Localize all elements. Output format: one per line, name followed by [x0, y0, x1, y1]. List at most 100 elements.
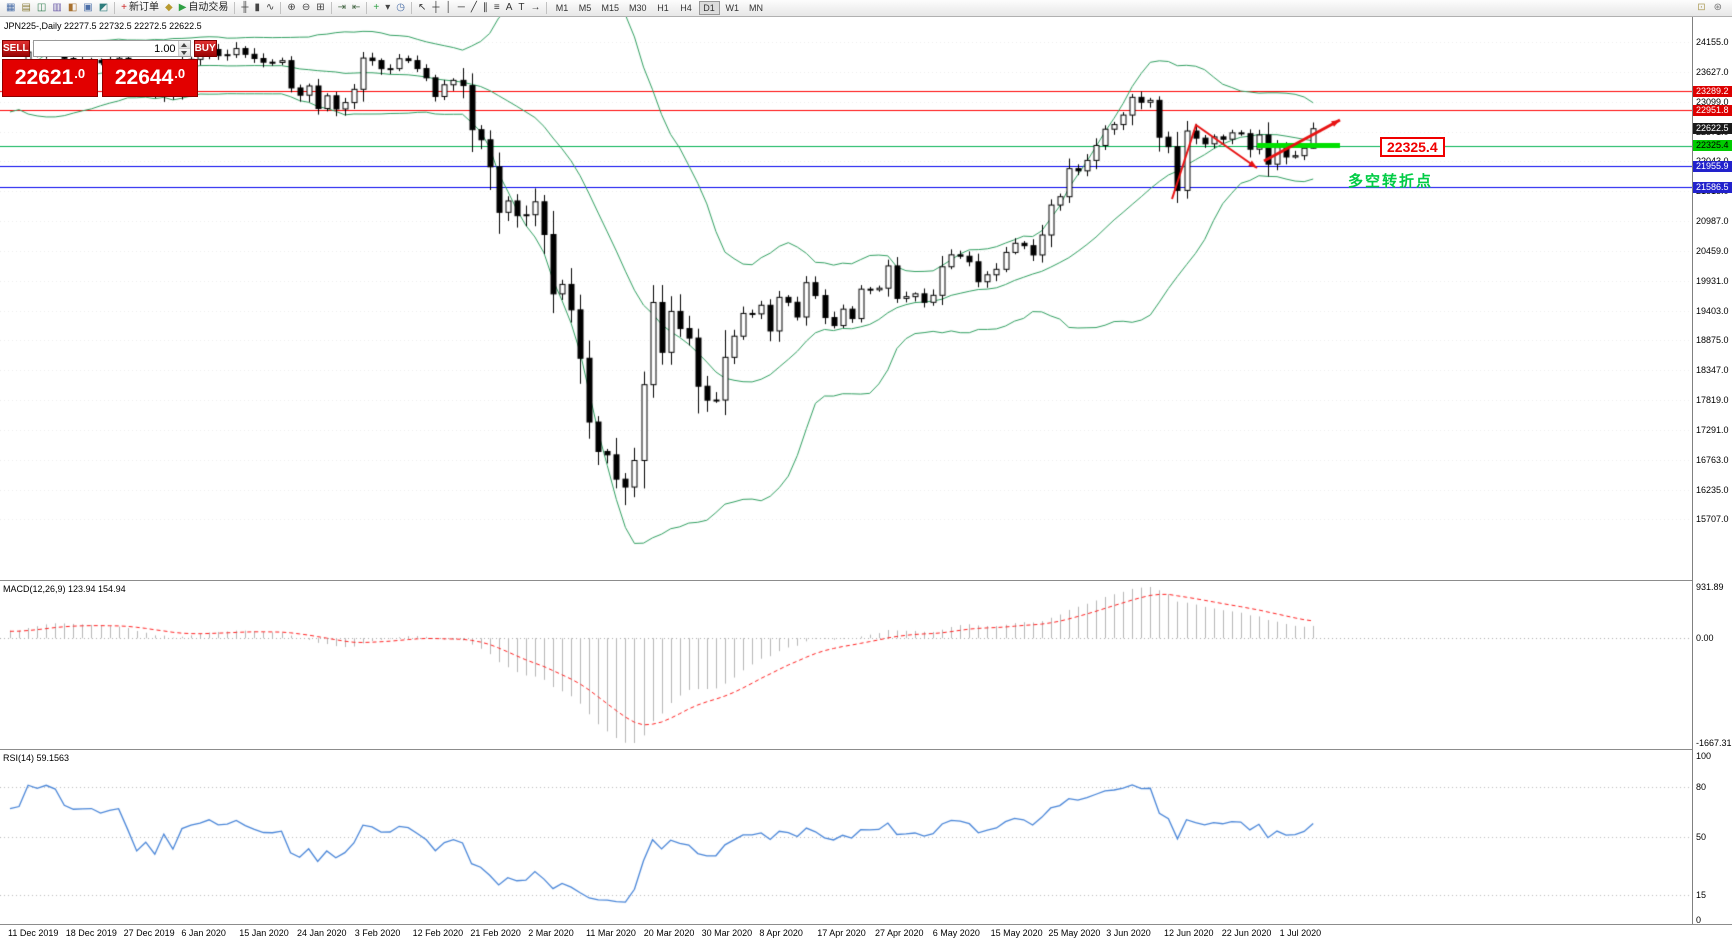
- turning-point-label[interactable]: 多空转折点: [1348, 173, 1434, 190]
- sell-button[interactable]: SELL: [2, 40, 30, 57]
- crosshair-icon: ┼: [432, 2, 440, 13]
- crosshair-icon[interactable]: ┼: [429, 1, 442, 16]
- rsi-pane-separator[interactable]: [0, 749, 1732, 750]
- date-label: 11 Mar 2020: [586, 928, 636, 938]
- tile-windows-icon[interactable]: ⊞: [313, 1, 327, 16]
- indicators-dropdown-icon[interactable]: ▾: [382, 1, 393, 16]
- fibonacci-icon[interactable]: ≡: [491, 1, 503, 16]
- sell-price-decimal: .0: [74, 66, 86, 81]
- y-axis-label: 15707.0: [1696, 514, 1729, 525]
- new-order-icon: +: [121, 2, 128, 13]
- autotrading-icon: ▶: [178, 2, 187, 13]
- data-window-icon[interactable]: ▥: [49, 1, 64, 16]
- cursor-icon[interactable]: ↖: [415, 1, 429, 16]
- navigator-icon[interactable]: ◧: [65, 1, 80, 16]
- date-label: 2 Mar 2020: [528, 928, 574, 938]
- timeframe-h1[interactable]: H1: [657, 3, 669, 13]
- timeframe-m30[interactable]: M30: [628, 3, 647, 13]
- window-icon[interactable]: ⊡: [1694, 1, 1708, 16]
- timeframe-h4[interactable]: H4: [680, 3, 692, 13]
- horizontal-line-icon[interactable]: ─: [455, 1, 468, 16]
- macd-indicator-label: MACD(12,26,9) 123.94 154.94: [3, 584, 126, 594]
- toolbar-separator: [410, 2, 412, 14]
- timeframe-w1[interactable]: W1: [725, 3, 740, 13]
- horizontal-line-icon: ─: [457, 2, 465, 13]
- y-axis-label: 16763.0: [1696, 454, 1729, 465]
- profiles-icon: ▤: [21, 2, 31, 13]
- terminal-icon[interactable]: ▣: [80, 1, 95, 16]
- timeframe-m15[interactable]: M15: [601, 3, 619, 13]
- profiles-icon[interactable]: ▤: [18, 1, 33, 16]
- toolbar-separator: [114, 2, 116, 14]
- rsi-axis-label: 100: [1696, 751, 1712, 761]
- y-axis-label: 19931.0: [1696, 275, 1729, 286]
- y-axis-label: 16235.0: [1696, 484, 1729, 495]
- buy-price-decimal: .0: [174, 66, 186, 81]
- timeframe-m5[interactable]: M5: [578, 3, 592, 13]
- arrows-tool-icon[interactable]: →: [527, 1, 543, 16]
- zoom-in-icon[interactable]: ⊕: [284, 1, 298, 16]
- line-chart-mode-icon[interactable]: ∿: [263, 1, 277, 16]
- blue-level-badge-2: 21586.5: [1693, 181, 1732, 193]
- toolbar-separator: [366, 2, 368, 14]
- strategy-tester-icon: ◩: [98, 2, 109, 13]
- price-callout-label[interactable]: 22325.4: [1380, 137, 1445, 157]
- auto-scroll-icon[interactable]: ⇥: [335, 1, 349, 16]
- terminal-icon: ▣: [83, 2, 93, 13]
- price-chart-canvas[interactable]: [0, 17, 1692, 580]
- timeframe-m1[interactable]: M1: [555, 3, 569, 13]
- channel-icon[interactable]: ∥: [480, 1, 491, 16]
- candlestick-mode-icon[interactable]: ▮: [252, 1, 264, 16]
- text-label-icon[interactable]: T: [515, 1, 527, 16]
- new-chart-icon[interactable]: ▦: [3, 1, 18, 16]
- text-icon[interactable]: A: [503, 1, 516, 16]
- toolbar-right: ⊡ ⊛: [1694, 1, 1729, 16]
- line-chart-mode-icon: ∿: [266, 2, 275, 13]
- metaeditor-icon[interactable]: ◆: [162, 1, 176, 16]
- market-watch-icon[interactable]: ◫: [34, 1, 49, 16]
- y-axis-label: 17291.0: [1696, 424, 1729, 435]
- volume-input[interactable]: [33, 41, 178, 56]
- sell-price-display[interactable]: 22621.0: [2, 59, 98, 97]
- buy-button[interactable]: BUY: [193, 40, 217, 57]
- zoom-in-icon: ⊕: [287, 2, 296, 13]
- time-axis-separator: [0, 924, 1732, 925]
- new-chart-icon: ▦: [6, 2, 16, 13]
- date-label: 15 Jan 2020: [239, 928, 289, 938]
- macd-canvas[interactable]: [0, 581, 1692, 749]
- clock-icon: ◷: [396, 2, 405, 13]
- zoom-out-icon[interactable]: ⊖: [299, 1, 313, 16]
- chart-shift-icon[interactable]: ⇤: [349, 1, 363, 16]
- autotrading-button[interactable]: ▶ 自动交易: [176, 1, 232, 16]
- indicators-icon[interactable]: +: [370, 1, 382, 16]
- bar-chart-mode-icon[interactable]: ╫: [238, 1, 251, 16]
- trendline-icon[interactable]: ╱: [468, 1, 480, 16]
- metaeditor-icon: ◆: [165, 2, 173, 13]
- date-label: 15 May 2020: [990, 928, 1043, 938]
- timeframe-mn[interactable]: MN: [749, 3, 763, 13]
- date-label: 30 Mar 2020: [701, 928, 753, 938]
- toolbar: ▦ ▤ ◫ ▥ ◧ ▣ ◩ + 新订单 ◆ ▶ 自动交易 ╫ ▮ ∿ ⊕ ⊖ ⊞ ⇥ ⇤ + ▾ ◷ ↖ ┼ │ ─ ╱ ∥ ≡ A T → M1…: [0, 0, 1732, 17]
- date-label: 17 Apr 2020: [817, 928, 866, 938]
- strategy-tester-icon[interactable]: ◩: [96, 1, 111, 16]
- clock-icon[interactable]: ◷: [393, 1, 408, 16]
- macd-pane-separator[interactable]: [0, 580, 1732, 581]
- date-label: 8 Apr 2020: [759, 928, 803, 938]
- volume-increase-button[interactable]: [178, 41, 190, 49]
- timeframe-d1[interactable]: D1: [698, 1, 720, 15]
- new-order-button[interactable]: + 新订单: [118, 1, 162, 16]
- vertical-line-icon[interactable]: │: [442, 1, 454, 16]
- rsi-canvas[interactable]: [0, 750, 1692, 924]
- buy-price-display[interactable]: 22644.0: [102, 59, 198, 97]
- date-label: 11 Dec 2019: [8, 928, 59, 938]
- one-click-trading-panel: SELL BUY 22621.0 22644.0: [2, 40, 217, 97]
- magnifier-icon[interactable]: ⊛: [1711, 1, 1725, 16]
- support-level-badge: 22325.4: [1693, 140, 1732, 151]
- price-axis: 24155.023627.023099.022571.022043.021515…: [1692, 17, 1732, 925]
- rsi-indicator-label: RSI(14) 59.1563: [3, 753, 70, 763]
- rsi-axis-label: 15: [1696, 890, 1707, 901]
- arrows-tool-icon: →: [530, 2, 541, 13]
- macd-axis-label: 931.89: [1696, 582, 1724, 592]
- indicators-dropdown-icon: ▾: [385, 2, 391, 13]
- volume-decrease-button[interactable]: [178, 49, 190, 56]
